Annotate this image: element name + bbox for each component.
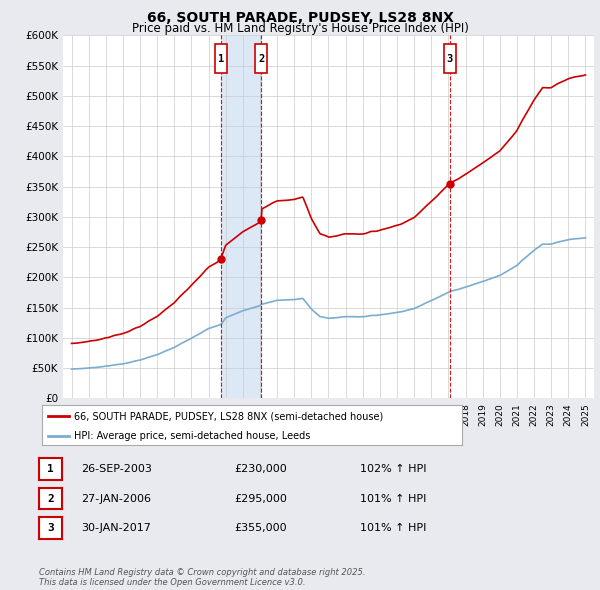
FancyBboxPatch shape: [255, 44, 267, 74]
Text: 3: 3: [446, 54, 453, 64]
Text: 101% ↑ HPI: 101% ↑ HPI: [360, 523, 427, 533]
Text: £230,000: £230,000: [234, 464, 287, 474]
Text: 26-SEP-2003: 26-SEP-2003: [81, 464, 152, 474]
Text: 27-JAN-2006: 27-JAN-2006: [81, 494, 151, 503]
Text: 2: 2: [47, 494, 54, 503]
Text: 2: 2: [258, 54, 265, 64]
Text: 30-JAN-2017: 30-JAN-2017: [81, 523, 151, 533]
Bar: [221, 35, 261, 398]
Text: 66, SOUTH PARADE, PUDSEY, LS28 8NX (semi-detached house): 66, SOUTH PARADE, PUDSEY, LS28 8NX (semi…: [74, 411, 383, 421]
Text: HPI: Average price, semi-detached house, Leeds: HPI: Average price, semi-detached house,…: [74, 431, 310, 441]
Text: £355,000: £355,000: [234, 523, 287, 533]
Text: £295,000: £295,000: [234, 494, 287, 503]
Text: 66, SOUTH PARADE, PUDSEY, LS28 8NX: 66, SOUTH PARADE, PUDSEY, LS28 8NX: [146, 11, 454, 25]
Text: 1: 1: [218, 54, 224, 64]
Text: Contains HM Land Registry data © Crown copyright and database right 2025.
This d: Contains HM Land Registry data © Crown c…: [39, 568, 365, 587]
FancyBboxPatch shape: [215, 44, 227, 74]
Text: 101% ↑ HPI: 101% ↑ HPI: [360, 494, 427, 503]
Text: 1: 1: [47, 464, 54, 474]
FancyBboxPatch shape: [443, 44, 455, 74]
Text: Price paid vs. HM Land Registry's House Price Index (HPI): Price paid vs. HM Land Registry's House …: [131, 22, 469, 35]
Text: 3: 3: [47, 523, 54, 533]
Text: 102% ↑ HPI: 102% ↑ HPI: [360, 464, 427, 474]
